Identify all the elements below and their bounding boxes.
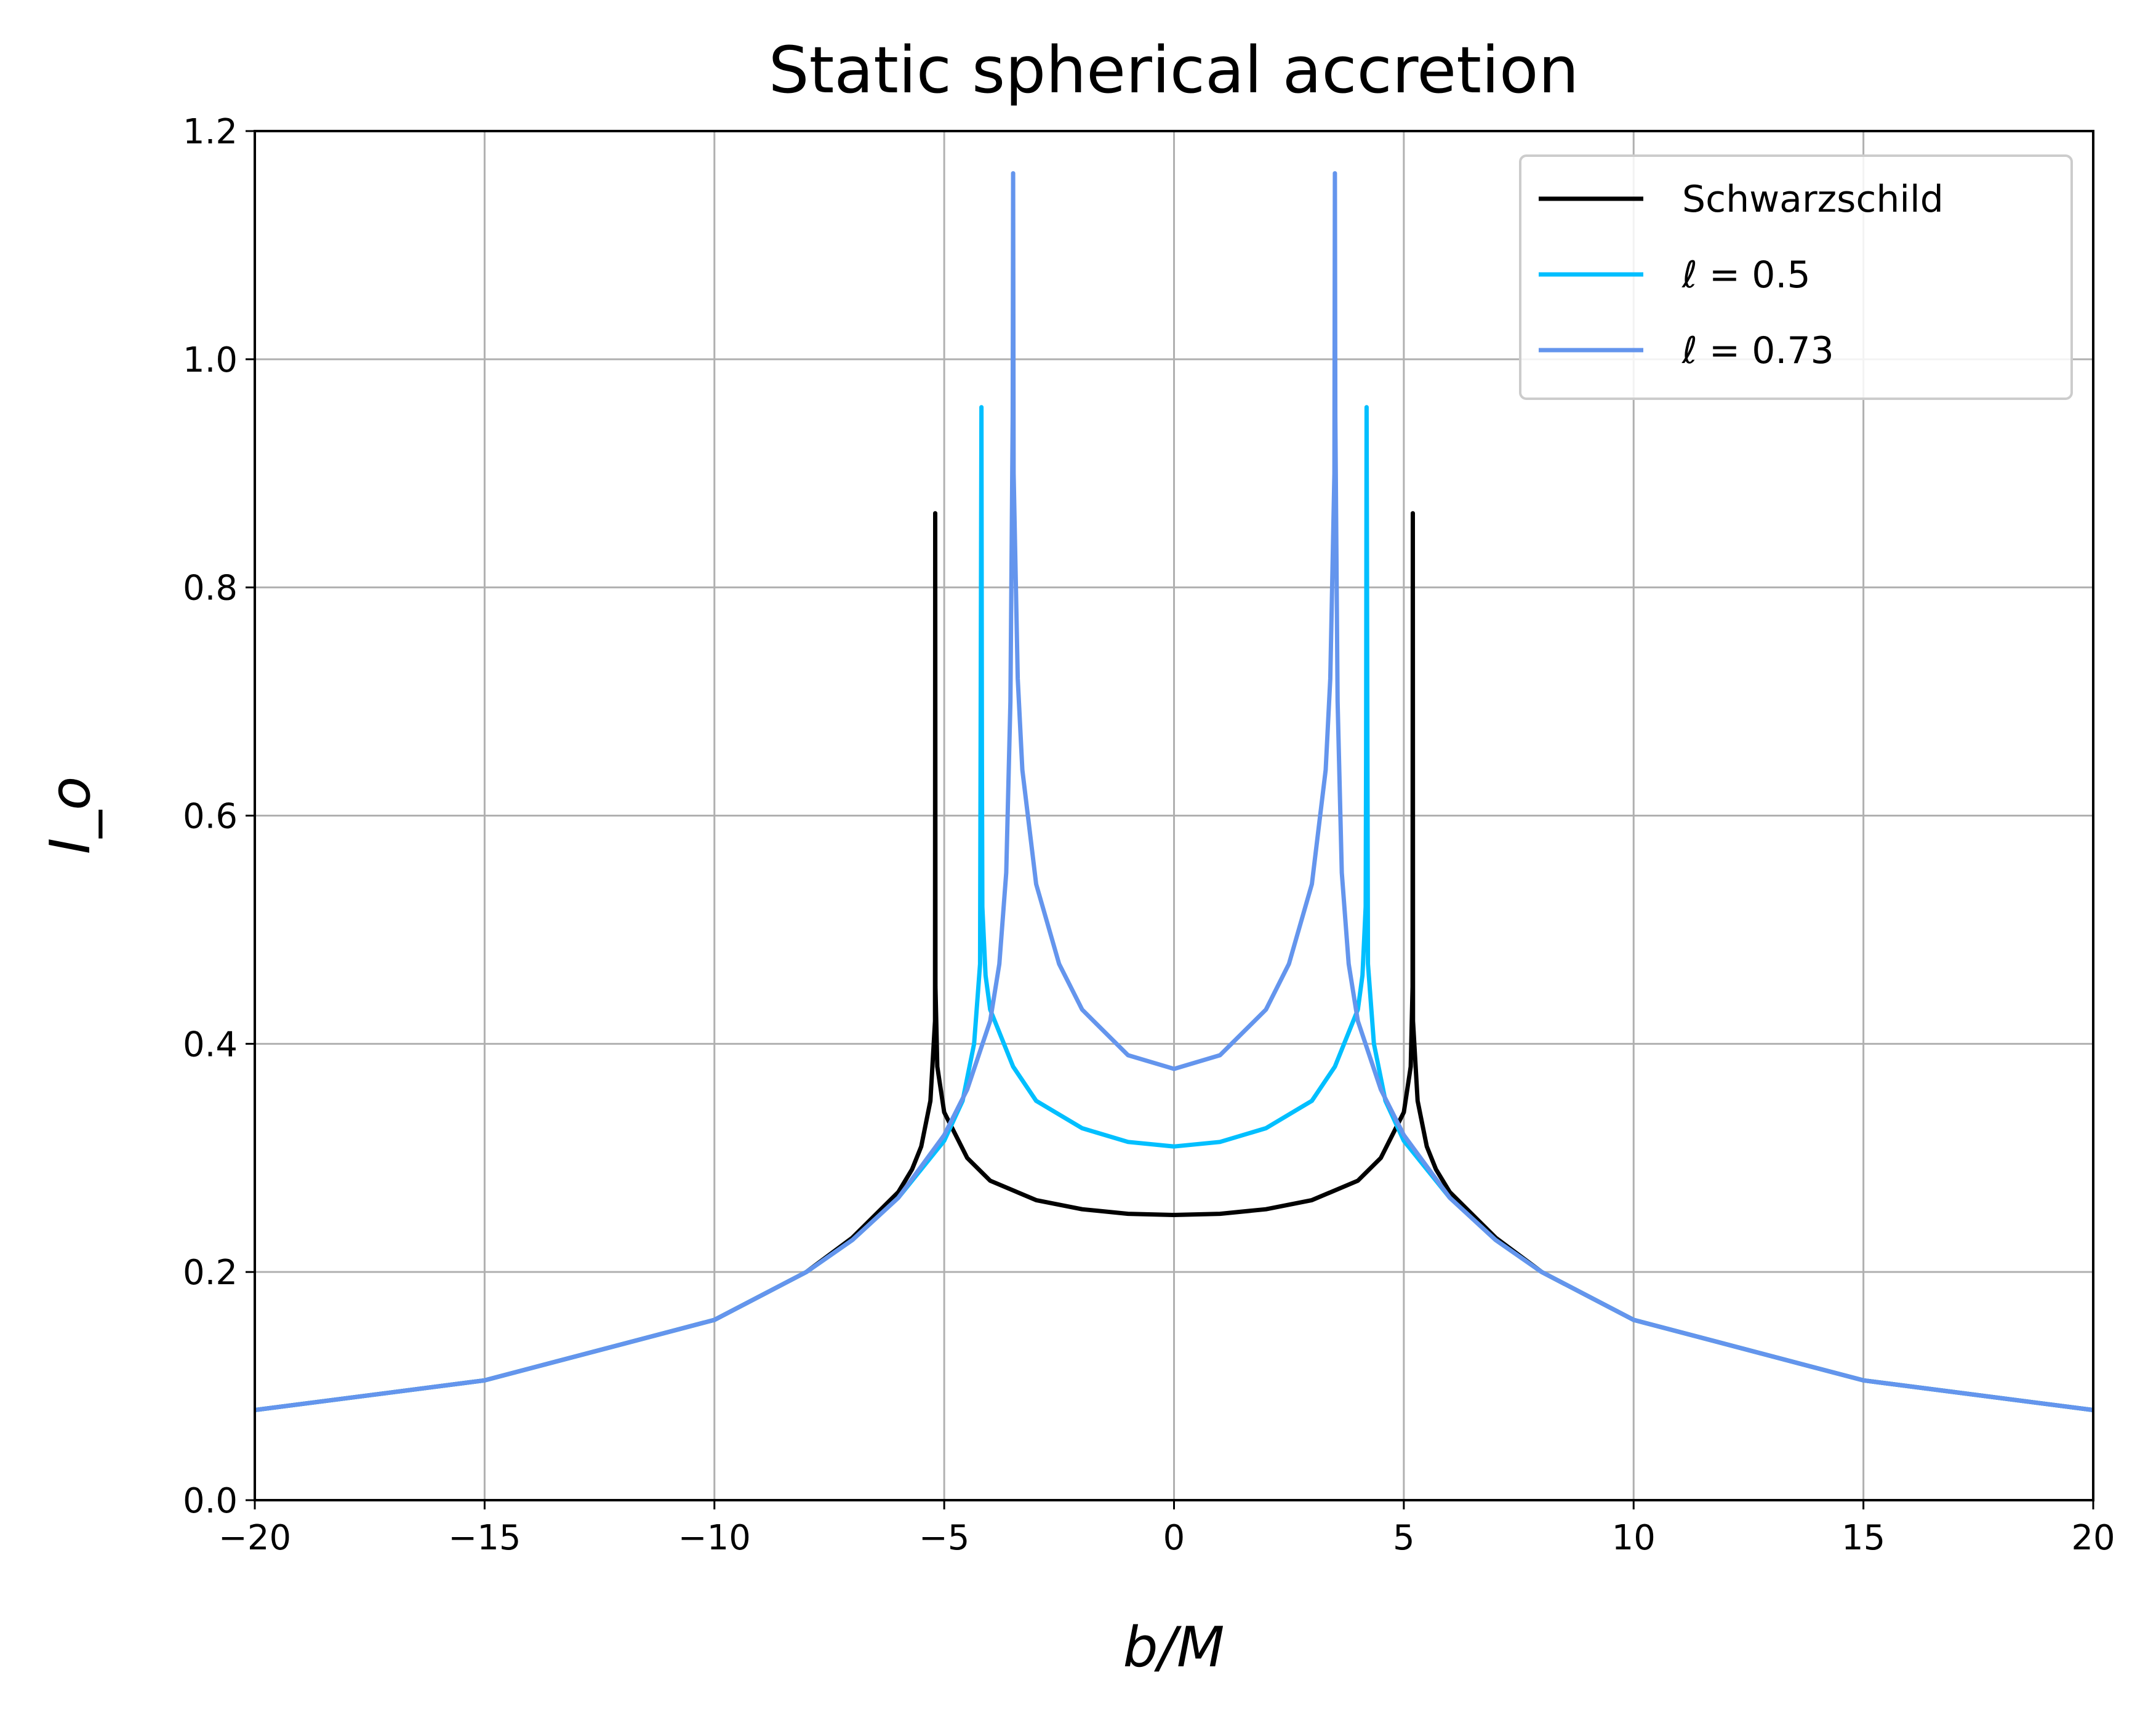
y-tick-label: 0.4 — [183, 1025, 238, 1065]
x-tick-label: 0 — [1163, 1518, 1185, 1558]
series-line-2 — [255, 171, 2094, 1412]
chart-title: Static spherical accretion — [769, 33, 1579, 108]
x-tick-label: 10 — [1612, 1518, 1656, 1558]
y-tick-label: 1.0 — [183, 340, 238, 380]
series-line-0 — [255, 511, 2094, 1412]
x-tick-label: −5 — [919, 1518, 970, 1558]
x-tick-label: −20 — [218, 1518, 291, 1558]
axis-ticks: −20 −15 −10 −5 0 5 10 15 20 0.0 0.2 0.4 0.6 0.8 1.0 1.2 — [183, 112, 2115, 1558]
legend-box — [1519, 154, 2073, 400]
legend-label-0: Schwarzschild — [1682, 178, 1944, 221]
x-tick-label: −10 — [678, 1518, 751, 1558]
legend-label-1: ℓ = 0.5 — [1681, 254, 1811, 297]
x-tick-label: −15 — [448, 1518, 521, 1558]
x-axis-label: b/M — [1123, 1615, 1224, 1680]
plot-area — [255, 171, 2094, 1412]
y-tick-label: 0.0 — [183, 1481, 238, 1521]
x-tick-label: 15 — [1841, 1518, 1885, 1558]
x-tick-label: 20 — [2071, 1518, 2115, 1558]
y-tick-label: 0.2 — [183, 1253, 238, 1293]
y-tick-label: 0.8 — [183, 569, 238, 609]
x-tick-label: 5 — [1393, 1518, 1415, 1558]
legend: Schwarzschild ℓ = 0.5 ℓ = 0.73 — [1519, 154, 2073, 400]
y-tick-label: 0.6 — [183, 797, 238, 837]
y-tick-label: 1.2 — [183, 112, 238, 152]
y-axis-label: I_o — [38, 777, 103, 855]
legend-label-2: ℓ = 0.73 — [1681, 329, 1834, 372]
